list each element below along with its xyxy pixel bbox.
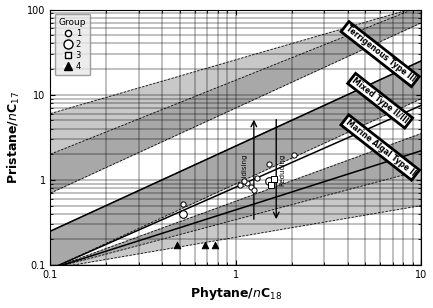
Point [265, 178, 272, 183]
Point [211, 243, 218, 248]
Text: Terrigenous Type III: Terrigenous Type III [344, 24, 417, 84]
Point [201, 243, 208, 248]
Polygon shape [51, 23, 421, 231]
Point [173, 243, 180, 248]
Point [244, 180, 251, 185]
Text: Marine Algal Type II: Marine Algal Type II [343, 118, 417, 177]
Point [180, 211, 187, 216]
Polygon shape [51, 99, 421, 269]
Y-axis label: Pristane/$\it{n}$C$_{17}$: Pristane/$\it{n}$C$_{17}$ [6, 91, 22, 184]
Polygon shape [51, 6, 421, 269]
Point [236, 182, 243, 187]
Polygon shape [51, 61, 421, 269]
Point [270, 177, 277, 182]
Legend: 1, 2, 3, 4: 1, 2, 3, 4 [55, 14, 90, 75]
Point [254, 176, 261, 180]
Point [290, 153, 297, 158]
Point [265, 161, 272, 166]
X-axis label: Phytane/$\it{n}$C$_{18}$: Phytane/$\it{n}$C$_{18}$ [190, 286, 282, 302]
Polygon shape [51, 6, 421, 193]
Polygon shape [51, 134, 421, 269]
Point [180, 202, 187, 207]
Text: Mixed Type II/III: Mixed Type II/III [350, 76, 410, 125]
Point [247, 184, 254, 189]
Point [240, 178, 247, 183]
Point [268, 182, 275, 187]
Text: Reducing: Reducing [279, 154, 285, 186]
Point [250, 188, 257, 192]
Text: Oxidising: Oxidising [242, 154, 248, 186]
